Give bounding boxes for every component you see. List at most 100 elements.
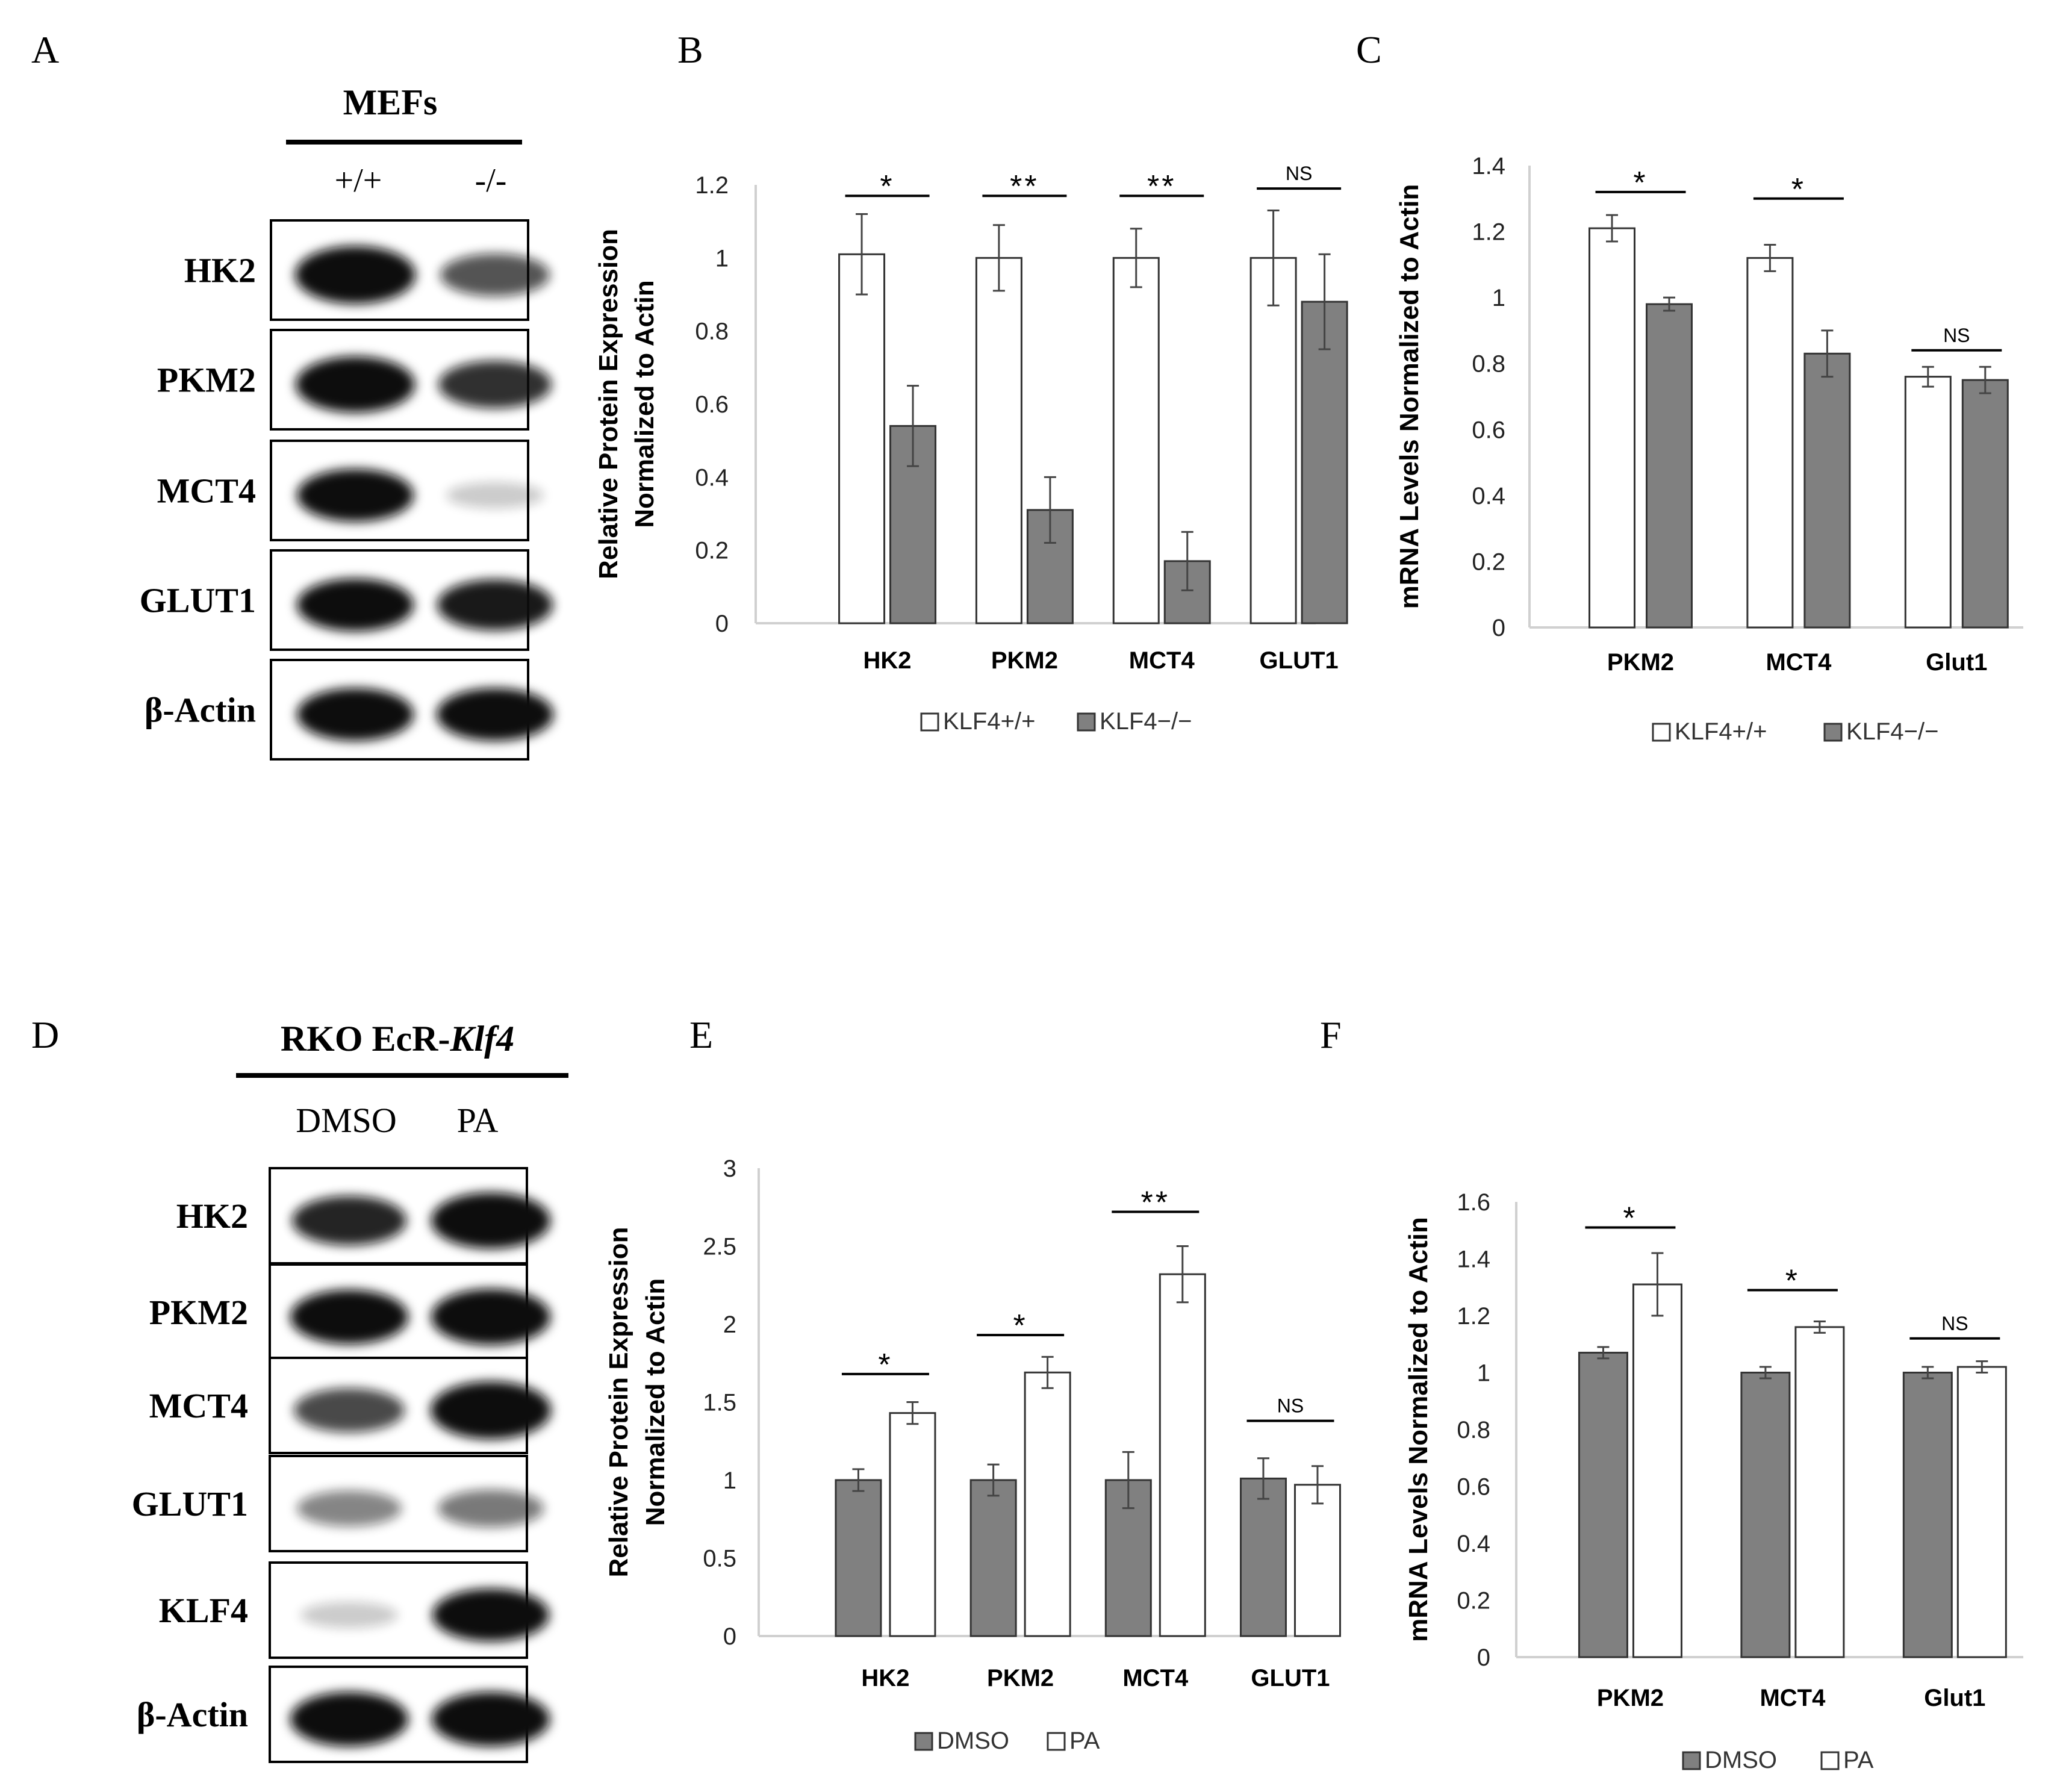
significance-label: * bbox=[880, 169, 894, 204]
blot-a-header: MEFs bbox=[343, 82, 438, 122]
chart-e: 0 0.5 1 1.5 2 2.5 3 Relative Protein Expression… bbox=[604, 1156, 1341, 1754]
bar bbox=[1902, 1372, 1953, 1658]
legend-label: KLF4−/− bbox=[1100, 708, 1192, 735]
x-tick-label: PKM2 bbox=[991, 647, 1058, 674]
y-tick-label: 0.6 bbox=[695, 391, 729, 418]
x-tick-label: MCT4 bbox=[1129, 647, 1195, 674]
bar bbox=[1746, 257, 1794, 629]
panel-letter-e: E bbox=[689, 1013, 713, 1056]
blot-band bbox=[431, 1192, 550, 1249]
blot-band bbox=[294, 1388, 405, 1433]
y-tick-label: 2 bbox=[723, 1311, 736, 1338]
significance-label: * bbox=[1785, 1263, 1800, 1298]
significance-label: * bbox=[878, 1348, 892, 1383]
chart-b: 0 0.2 0.4 0.6 0.8 1 1.2 Relative Protein Expres… bbox=[594, 163, 1348, 735]
y-tick-label: 0.2 bbox=[695, 538, 729, 564]
bar bbox=[1024, 1371, 1071, 1637]
bar bbox=[969, 1479, 1017, 1637]
y-tick-label: 1.6 bbox=[1457, 1189, 1490, 1216]
bar bbox=[1646, 303, 1693, 629]
blot-band bbox=[431, 1381, 551, 1439]
y-axis-label: mRNA Levels Normalized to Actin bbox=[1404, 1217, 1433, 1642]
legend-label: KLF4+/+ bbox=[943, 708, 1035, 735]
blot-row-label: KLF4 bbox=[159, 1591, 248, 1630]
y-tick-label: 0 bbox=[1477, 1644, 1490, 1671]
blot-band bbox=[297, 688, 414, 741]
significance-label: ** bbox=[1010, 169, 1039, 204]
significance-label: NS bbox=[1277, 1395, 1304, 1417]
panel-letter-c: C bbox=[1356, 28, 1382, 71]
y-tick-label: 1 bbox=[1492, 285, 1505, 311]
blot-d-rows: HK2 PKM2 MCT4 GLUT1 KLF4 β-Actin bbox=[132, 1167, 551, 1763]
x-tick-label: MCT4 bbox=[1122, 1665, 1189, 1691]
legend-swatch bbox=[920, 712, 939, 732]
y-tick-label: 1 bbox=[723, 1467, 736, 1494]
y-tick-label: 0.2 bbox=[1457, 1588, 1490, 1614]
blot-a-rows: HK2 PKM2 MCT4 GLUT1 β-Actin bbox=[140, 219, 553, 761]
bar bbox=[1159, 1273, 1206, 1637]
bar bbox=[1578, 1351, 1628, 1658]
panel-letter-b: B bbox=[677, 28, 703, 71]
bar bbox=[838, 253, 886, 624]
bar bbox=[1293, 1484, 1341, 1637]
y-axis-label: Relative Protein Expression bbox=[604, 1227, 633, 1578]
x-tick-label: Glut1 bbox=[1926, 649, 1987, 676]
blot-row-label: MCT4 bbox=[149, 1386, 248, 1425]
x-tick-label: PKM2 bbox=[1597, 1685, 1664, 1711]
y-tick-label: 0.6 bbox=[1472, 417, 1505, 443]
blot-band bbox=[432, 1588, 549, 1641]
blot-band bbox=[290, 1691, 408, 1747]
y-tick-label: 0.8 bbox=[695, 319, 729, 345]
significance-label: * bbox=[1791, 172, 1806, 207]
significance-label: NS bbox=[1941, 1313, 1968, 1334]
blot-band bbox=[296, 356, 415, 413]
blot-d-header-italic: Klf4 bbox=[449, 1019, 514, 1059]
x-tick-label: MCT4 bbox=[1766, 649, 1832, 676]
x-tick-label: GLUT1 bbox=[1251, 1665, 1330, 1691]
bar bbox=[1589, 227, 1635, 629]
panel-letter-f: F bbox=[1320, 1013, 1342, 1056]
y-tick-label: 0.4 bbox=[1472, 483, 1505, 509]
blot-band bbox=[292, 1196, 406, 1245]
y-tick-label: 1.2 bbox=[1472, 219, 1505, 246]
blot-row-label: β-Actin bbox=[145, 691, 256, 730]
y-tick-label: 1.2 bbox=[1457, 1303, 1490, 1330]
panel-letter-d: D bbox=[31, 1013, 59, 1056]
significance-label: NS bbox=[1943, 325, 1970, 346]
y-tick-label: 0.4 bbox=[1457, 1531, 1490, 1557]
legend-label: DMSO bbox=[1705, 1747, 1777, 1773]
bar bbox=[889, 1412, 936, 1637]
legend-label: DMSO bbox=[937, 1728, 1009, 1754]
y-tick-label: 0 bbox=[1492, 615, 1505, 641]
legend-label: PA bbox=[1843, 1747, 1874, 1773]
blot-row-label: PKM2 bbox=[157, 361, 256, 400]
blot-row-label: PKM2 bbox=[149, 1293, 248, 1332]
blot-band bbox=[300, 1602, 399, 1628]
bar bbox=[1740, 1372, 1791, 1658]
bar bbox=[1301, 300, 1348, 624]
blot-row-label: HK2 bbox=[184, 251, 256, 290]
blot-band bbox=[297, 578, 414, 632]
blot-a-lane-label: +/+ bbox=[335, 162, 382, 199]
blot-band bbox=[446, 482, 544, 509]
bar bbox=[1239, 1477, 1287, 1637]
blot-band bbox=[438, 1489, 544, 1528]
bar bbox=[1904, 376, 1952, 629]
y-tick-label: 0.6 bbox=[1457, 1474, 1490, 1501]
legend-swatch bbox=[1682, 1751, 1701, 1770]
blot-band bbox=[290, 1289, 408, 1345]
x-tick-label: HK2 bbox=[861, 1665, 909, 1691]
legend-swatch bbox=[1077, 712, 1096, 732]
y-tick-label: 0.8 bbox=[1457, 1417, 1490, 1443]
bar bbox=[1961, 379, 2009, 629]
blot-band bbox=[297, 1490, 402, 1526]
y-tick-label: 0 bbox=[723, 1623, 736, 1650]
x-tick-label: PKM2 bbox=[987, 1665, 1054, 1691]
x-tick-label: MCT4 bbox=[1760, 1685, 1826, 1711]
significance-label: * bbox=[1013, 1308, 1028, 1343]
panel-letter-a: A bbox=[31, 28, 59, 71]
y-tick-label: 1.4 bbox=[1457, 1246, 1490, 1273]
blot-row-label: HK2 bbox=[176, 1196, 248, 1236]
blot-row-label: GLUT1 bbox=[132, 1484, 248, 1523]
